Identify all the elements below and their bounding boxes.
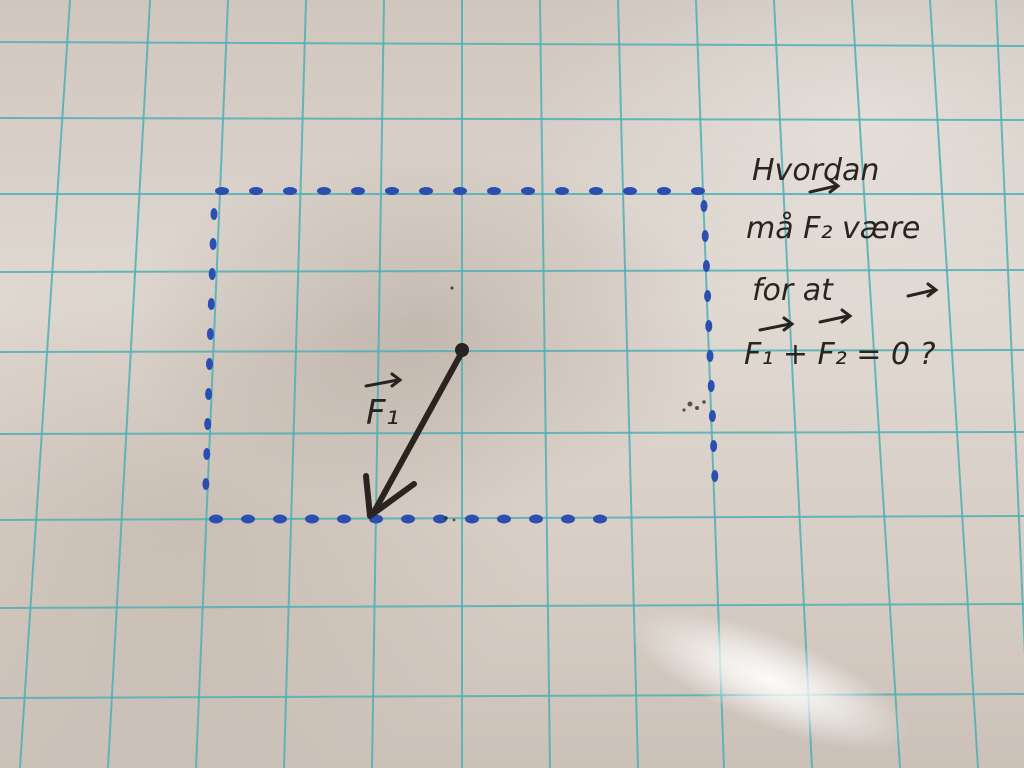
rectangle-dot [209,238,217,250]
vector-label: F₁ [364,372,403,433]
rectangle-dot [401,514,415,524]
rectangle-dot [561,514,575,524]
rectangle-dot [705,320,713,332]
rectangle-dot [215,187,229,195]
grid-line-horizontal [0,349,1024,353]
dotted-rectangle [202,187,719,524]
rectangle-dot [241,514,255,524]
grid-line-vertical [539,0,551,768]
question-line-1: Hvordan [752,153,879,188]
rectangle-dot [208,268,216,280]
rectangle-dot [205,388,213,400]
rectangle-dot [704,290,712,302]
rectangle-dot [337,514,351,524]
rectangle-dot [623,187,637,195]
rectangle-dot [706,350,714,362]
grid-line-vertical [995,0,1024,656]
rectangle-dot [317,187,331,195]
grid-line-horizontal [0,431,1024,435]
rectangle-dot [419,187,433,195]
rectangle-dot [708,410,716,422]
question-text: Hvordan må F₂ være for at F₁ + F₂ = 0 ? [744,153,939,372]
rectangle-dot [701,230,709,242]
rectangle-dot [521,187,535,195]
grid-line-vertical [19,0,71,768]
grid-line-vertical [195,0,229,768]
rectangle-dot [593,514,607,524]
rectangle-dot [711,470,719,482]
rectangle-dot [385,187,399,195]
question-line-2: må F₂ være [746,211,920,246]
rectangle-dot [206,328,214,340]
grid-line-horizontal [0,515,1024,521]
rectangle-dot [657,187,671,195]
rectangle-dot [203,448,211,460]
sum-arrow-marks [758,282,939,332]
rectangle-dot [555,187,569,195]
rectangle-dot [700,200,708,212]
f2-arrow-mark [808,178,841,194]
rectangle-dot [433,514,447,524]
rectangle-dot [691,187,705,195]
rectangle-dot [529,514,543,524]
smudges [444,286,706,522]
grid-line-horizontal [0,117,1024,121]
grid-line-vertical [851,0,901,768]
rectangle-dot [202,478,210,490]
rectangle-dot [351,187,365,195]
vector-f1 [363,343,469,519]
rectangle-dot [204,418,212,430]
rectangle-dot [249,187,263,195]
rectangle-dot [453,187,467,195]
rectangle-dot [497,514,511,524]
rectangle-dot [702,260,710,272]
label-arrow-mark [364,372,403,388]
vector-arrowhead [363,473,417,519]
rectangle-dot [707,380,715,392]
rectangle-dot [487,187,501,195]
grid-line-horizontal [0,41,1024,47]
question-line-4: F₁ + F₂ = 0 ? [744,337,936,372]
rectangle-dot [273,514,287,524]
question-line-3: for at [752,273,834,308]
rectangle-dot [283,187,297,195]
grid-line-horizontal [0,269,1024,273]
rectangle-dot [210,208,218,220]
rectangle-dot [465,514,479,524]
rectangle-dot [206,358,213,370]
grid-line-vertical [283,0,307,768]
rectangle-dot [209,514,223,524]
vector-shaft [371,349,465,515]
grid-line-vertical [929,0,979,768]
rectangle-dot [305,514,319,524]
grid-line-vertical [107,0,151,768]
vector-label-text: F₁ [366,393,399,433]
rectangle-dot [207,298,215,310]
grid-line-horizontal [0,603,1024,609]
rectangle-dot [710,440,718,452]
rectangle-dot [589,187,603,195]
